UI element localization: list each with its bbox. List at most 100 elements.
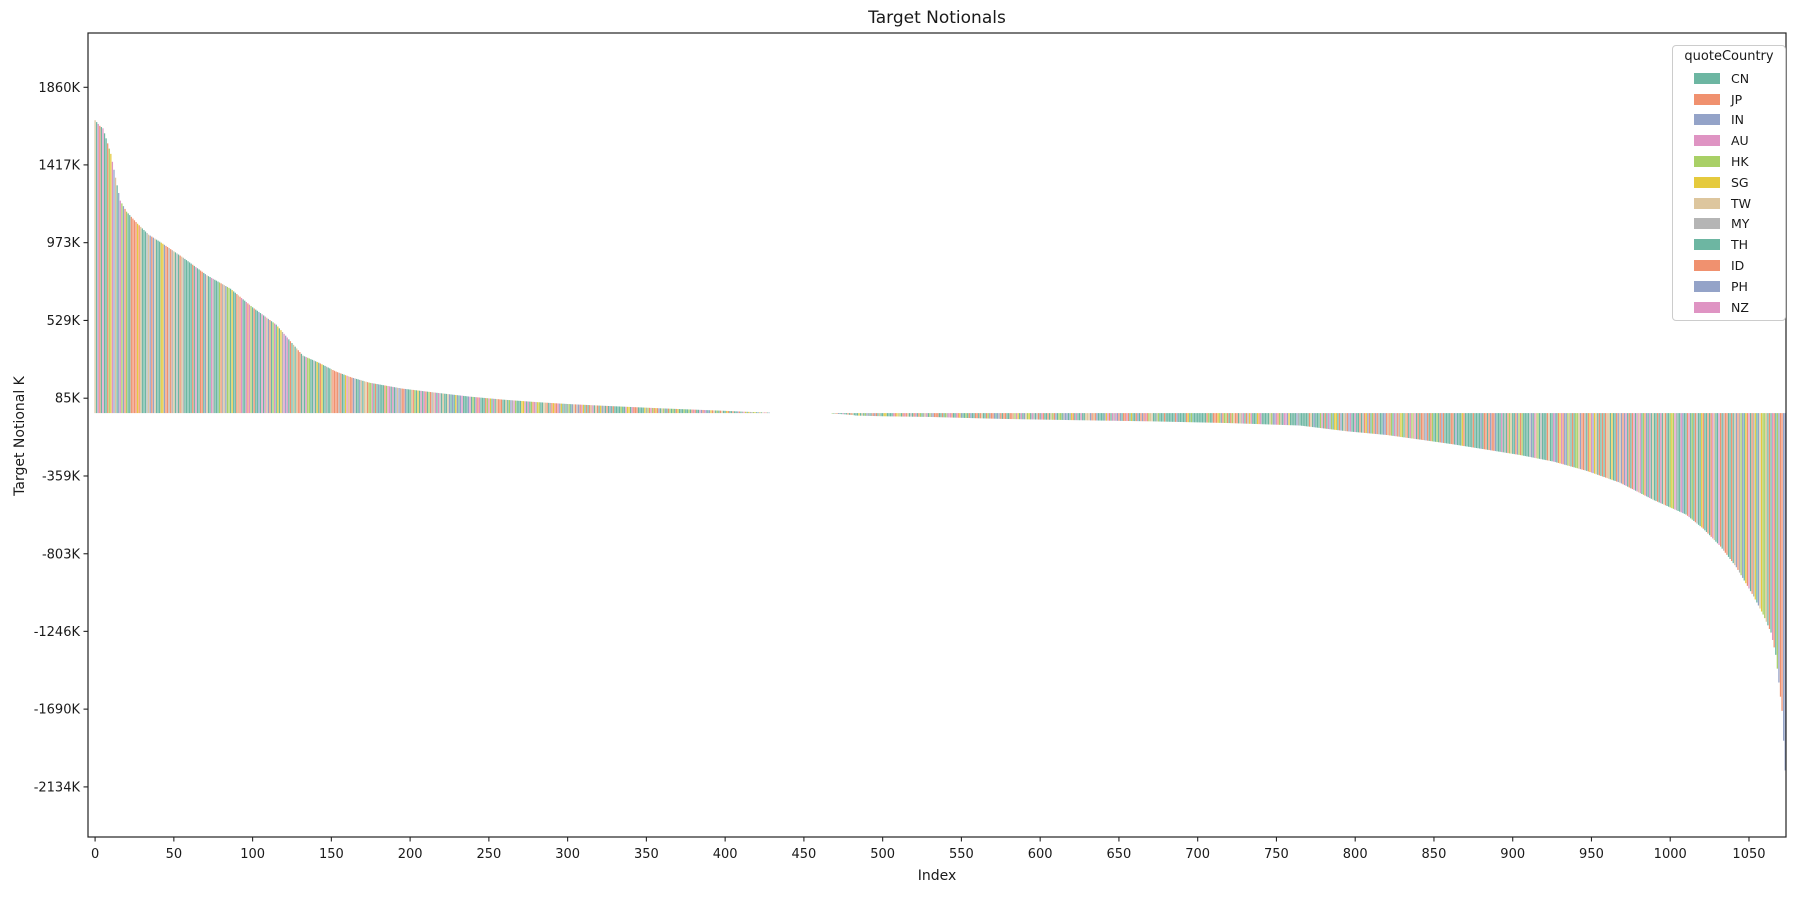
bar xyxy=(1346,413,1348,432)
bar xyxy=(751,412,753,414)
bar xyxy=(1458,413,1460,446)
bar xyxy=(1642,413,1645,495)
bar xyxy=(669,408,671,414)
bar xyxy=(567,404,569,414)
bar xyxy=(1305,413,1307,427)
bar xyxy=(1289,413,1292,426)
bar xyxy=(1616,413,1618,482)
bar xyxy=(839,413,841,415)
bar xyxy=(1238,413,1240,424)
bar xyxy=(1214,413,1216,423)
bar xyxy=(1234,413,1237,424)
bar xyxy=(592,405,594,414)
bar xyxy=(648,407,651,414)
bar xyxy=(1735,413,1738,568)
bar xyxy=(231,290,233,414)
bar xyxy=(1505,413,1508,453)
bar xyxy=(1074,413,1076,421)
bar xyxy=(1622,413,1624,485)
bar xyxy=(757,412,759,414)
bar xyxy=(688,409,690,414)
bar xyxy=(1020,413,1022,420)
bar xyxy=(348,376,350,414)
bar xyxy=(833,413,835,414)
bar xyxy=(1445,413,1448,444)
bar xyxy=(992,413,994,419)
bar xyxy=(681,409,684,414)
bar xyxy=(1272,413,1274,425)
bar xyxy=(1639,413,1641,494)
bar xyxy=(1152,413,1155,422)
bar xyxy=(667,408,670,414)
bar xyxy=(724,410,726,414)
bar xyxy=(1006,413,1008,419)
bar xyxy=(691,409,693,414)
bar xyxy=(154,238,156,414)
bar xyxy=(882,413,884,417)
bar xyxy=(1674,413,1676,510)
bar xyxy=(1740,413,1742,576)
bar xyxy=(557,403,559,414)
bar xyxy=(554,403,556,414)
x-tick-label: 1050 xyxy=(1732,847,1765,862)
bar xyxy=(1589,413,1591,473)
bar xyxy=(1414,413,1416,439)
bar xyxy=(1480,413,1482,449)
bar xyxy=(267,318,269,414)
x-axis-ticks: 0 50 100 150 200 250 300 350 400 450 500 550 600 650 7… xyxy=(91,837,1766,862)
bar xyxy=(1209,413,1211,423)
bar xyxy=(508,400,510,414)
bar xyxy=(1765,413,1767,622)
bar xyxy=(959,413,961,418)
bar xyxy=(1121,413,1123,421)
bar xyxy=(768,412,770,414)
bar xyxy=(387,386,389,414)
bar xyxy=(1263,413,1265,425)
bar xyxy=(96,122,98,414)
bar xyxy=(1490,413,1492,451)
bar xyxy=(1716,413,1719,544)
x-tick-label: 750 xyxy=(1264,847,1289,862)
legend-item-label: ID xyxy=(1731,258,1745,274)
bar xyxy=(436,392,438,414)
x-tick-label: 300 xyxy=(555,847,580,862)
bar xyxy=(198,269,200,414)
bar xyxy=(1483,413,1485,450)
bar xyxy=(333,370,336,414)
bar xyxy=(1768,413,1771,629)
bar xyxy=(1011,413,1013,420)
bar xyxy=(1294,413,1296,426)
bar xyxy=(1249,413,1251,424)
bar xyxy=(1553,413,1555,462)
bar xyxy=(889,413,892,417)
bar xyxy=(149,235,151,414)
bar xyxy=(962,413,964,418)
bar xyxy=(103,133,106,414)
bar xyxy=(1233,413,1235,424)
bar xyxy=(1080,413,1082,421)
bar xyxy=(704,410,706,414)
bar xyxy=(1112,413,1114,421)
bar xyxy=(422,391,424,414)
bar xyxy=(308,358,310,414)
bar xyxy=(311,359,314,414)
bar xyxy=(341,373,344,414)
bar xyxy=(403,388,405,414)
bar xyxy=(1143,413,1145,422)
bar xyxy=(1705,413,1708,532)
bar xyxy=(398,388,400,414)
bar xyxy=(934,413,936,418)
bar xyxy=(677,408,679,414)
bar xyxy=(1042,413,1044,420)
bar xyxy=(481,397,484,414)
bar xyxy=(152,237,154,414)
bar xyxy=(1519,413,1522,456)
bar xyxy=(1009,413,1011,420)
legend-item-label: TH xyxy=(1731,237,1749,253)
bar xyxy=(1321,413,1323,429)
legend-title: quoteCountry xyxy=(1684,49,1774,64)
bar xyxy=(1146,413,1148,422)
bar xyxy=(144,231,147,414)
bar xyxy=(1315,413,1317,428)
bar xyxy=(604,405,607,414)
